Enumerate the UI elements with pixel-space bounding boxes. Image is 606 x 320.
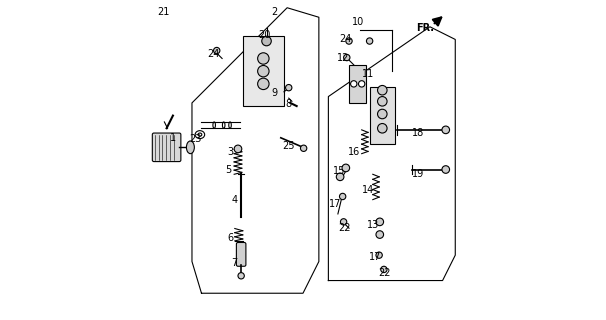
Circle shape (378, 97, 387, 106)
Text: 10: 10 (352, 17, 365, 27)
Circle shape (367, 38, 373, 44)
Circle shape (339, 193, 346, 200)
Text: 2: 2 (271, 7, 278, 18)
Circle shape (234, 145, 242, 153)
Circle shape (341, 219, 347, 225)
Text: 21: 21 (157, 7, 170, 18)
Text: 13: 13 (367, 220, 379, 230)
Text: 9: 9 (271, 88, 278, 98)
Text: 15: 15 (333, 166, 345, 176)
Text: 18: 18 (411, 128, 424, 138)
Text: 24: 24 (339, 35, 352, 44)
Text: FR.: FR. (416, 23, 434, 33)
Text: 19: 19 (411, 169, 424, 179)
Text: 4: 4 (231, 195, 238, 205)
FancyBboxPatch shape (370, 87, 395, 144)
Text: 16: 16 (348, 147, 361, 157)
Circle shape (376, 252, 382, 258)
Circle shape (359, 81, 365, 87)
Circle shape (381, 266, 387, 273)
Text: 7: 7 (231, 258, 238, 268)
Text: 20: 20 (259, 30, 271, 40)
Circle shape (238, 273, 244, 279)
Circle shape (258, 78, 269, 90)
FancyBboxPatch shape (152, 133, 181, 162)
Text: 5: 5 (225, 164, 231, 174)
Ellipse shape (187, 141, 195, 154)
Text: 17: 17 (369, 252, 382, 262)
Text: 8: 8 (285, 100, 291, 109)
FancyBboxPatch shape (243, 36, 284, 106)
Circle shape (258, 53, 269, 64)
Circle shape (258, 66, 269, 77)
FancyBboxPatch shape (349, 65, 367, 103)
Circle shape (351, 81, 357, 87)
Text: 6: 6 (227, 233, 233, 243)
Circle shape (346, 38, 352, 44)
FancyBboxPatch shape (236, 243, 246, 266)
Text: 12: 12 (336, 53, 349, 63)
Text: 25: 25 (282, 141, 295, 151)
Text: 24: 24 (207, 49, 220, 59)
Text: 3: 3 (227, 147, 233, 157)
Text: 11: 11 (362, 69, 374, 79)
Circle shape (378, 85, 387, 95)
Circle shape (342, 164, 350, 172)
Text: 22: 22 (339, 223, 351, 233)
Circle shape (376, 218, 384, 226)
Text: 14: 14 (362, 185, 374, 195)
Circle shape (336, 173, 344, 180)
Text: 23: 23 (190, 134, 202, 144)
Circle shape (378, 109, 387, 119)
Circle shape (442, 126, 450, 134)
Text: 17: 17 (328, 199, 341, 209)
Circle shape (285, 84, 292, 91)
Circle shape (344, 54, 350, 61)
Circle shape (262, 36, 271, 46)
Text: 1: 1 (170, 133, 176, 143)
Circle shape (301, 145, 307, 151)
Circle shape (213, 47, 220, 54)
Circle shape (376, 231, 384, 238)
Text: 22: 22 (379, 268, 391, 278)
Circle shape (378, 124, 387, 133)
Circle shape (442, 166, 450, 173)
